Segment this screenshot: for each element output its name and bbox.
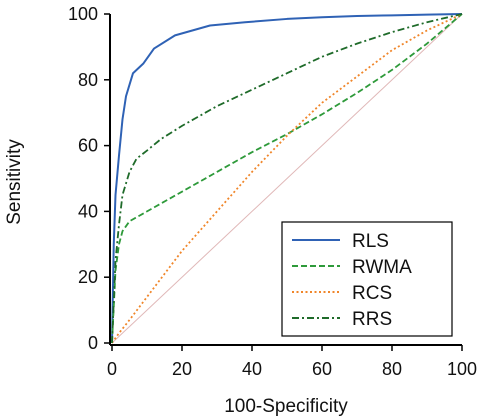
series-layer — [111, 13, 463, 344]
y-tick-label: 60 — [78, 136, 98, 156]
x-tick-label: 20 — [172, 359, 192, 379]
x-tick-label: 100 — [447, 359, 477, 379]
legend-items: RLS RWMA RCS RRS — [292, 231, 412, 330]
x-axis-title: 100-Specificity — [224, 396, 348, 417]
reference-diagonal-line — [111, 13, 463, 344]
legend: RLS RWMA RCS RRS — [281, 221, 453, 337]
y-tick-label: 100 — [68, 4, 98, 24]
y-axis-title: Sensitivity — [4, 139, 25, 225]
series-line-rcs — [111, 13, 463, 344]
legend-label-rcs: RCS — [352, 283, 392, 304]
legend-label-rrs: RRS — [352, 309, 392, 330]
legend-label-rls: RLS — [352, 231, 389, 252]
series-line-rls — [111, 13, 463, 344]
x-tick-label: 60 — [312, 359, 332, 379]
legend-label-rwma: RWMA — [352, 257, 412, 278]
y-tick-label: 20 — [78, 267, 98, 287]
series-line-rwma — [111, 13, 463, 344]
ticks-layer: 0 20 40 60 80 100 0 20 40 60 80 100 — [68, 4, 477, 379]
series-line-rrs — [111, 13, 463, 344]
y-tick-label: 0 — [88, 333, 98, 353]
x-tick-label: 80 — [382, 359, 402, 379]
y-tick-label: 80 — [78, 70, 98, 90]
y-tick-label: 40 — [78, 201, 98, 221]
x-tick-label: 40 — [242, 359, 262, 379]
x-tick-label: 0 — [107, 359, 117, 379]
